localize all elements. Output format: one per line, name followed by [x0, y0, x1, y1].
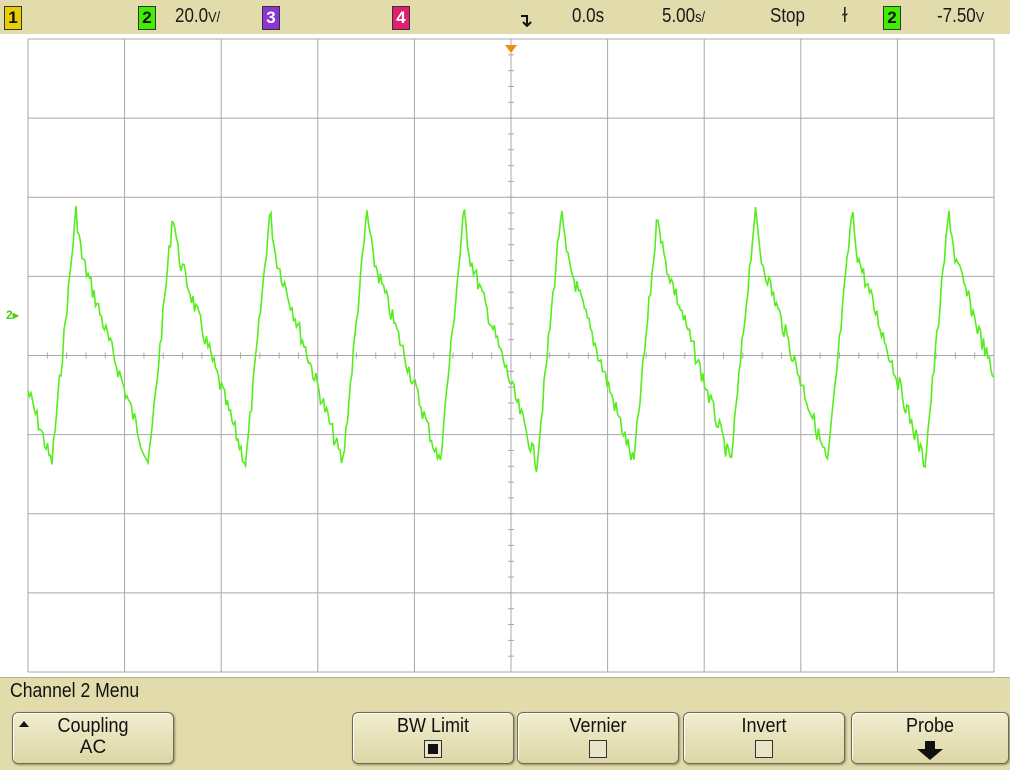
up-arrow-icon: [19, 721, 29, 727]
vernier-label: Vernier: [569, 715, 627, 737]
probe-softkey[interactable]: Probe: [851, 712, 1009, 764]
bw-limit-label: BW Limit: [397, 715, 469, 737]
trigger-position-icon: [521, 15, 532, 27]
vernier-checkbox[interactable]: [589, 740, 607, 758]
channel-3-indicator[interactable]: 3: [262, 6, 280, 30]
trigger-marker-icon: [505, 45, 517, 53]
run-state: Stop: [770, 5, 805, 27]
trigger-source-indicator[interactable]: 2: [883, 6, 901, 30]
invert-softkey[interactable]: Invert: [683, 712, 845, 764]
invert-label: Invert: [741, 715, 787, 737]
vernier-softkey[interactable]: Vernier: [517, 712, 679, 764]
channel-2-scale: 20.0V/: [175, 5, 221, 27]
bw-limit-checkbox[interactable]: [424, 740, 442, 758]
time-scale: 5.00s/: [662, 5, 706, 27]
channel-2-trace: [27, 206, 995, 473]
bw-limit-softkey[interactable]: BW Limit: [352, 712, 514, 764]
coupling-softkey[interactable]: Coupling AC: [12, 712, 174, 764]
invert-checkbox[interactable]: [755, 740, 773, 758]
softkey-menu: Channel 2 Menu Coupling AC BW Limit Vern…: [0, 677, 1010, 770]
channel-2-indicator[interactable]: 2: [138, 6, 156, 30]
channel-1-indicator[interactable]: 1: [4, 6, 22, 30]
trigger-slope-icon: ɫ: [842, 5, 848, 27]
channel-4-indicator[interactable]: 4: [392, 6, 410, 30]
coupling-label: Coupling: [57, 715, 129, 737]
trigger-level: -7.50V: [937, 5, 985, 27]
probe-label: Probe: [905, 715, 955, 737]
down-arrow-icon: [917, 741, 943, 760]
waveform-display[interactable]: 2▸: [0, 34, 1010, 677]
graticule: [27, 38, 995, 673]
channel-2-ground-marker: 2▸: [6, 308, 19, 322]
menu-title: Channel 2 Menu: [10, 680, 140, 702]
coupling-value: AC: [79, 737, 107, 758]
time-delay: 0.0s: [572, 5, 605, 27]
status-bar: 1 2 20.0V/ 3 4 0.0s 5.00s/ Stop ɫ 2 -7.5…: [0, 0, 1010, 35]
